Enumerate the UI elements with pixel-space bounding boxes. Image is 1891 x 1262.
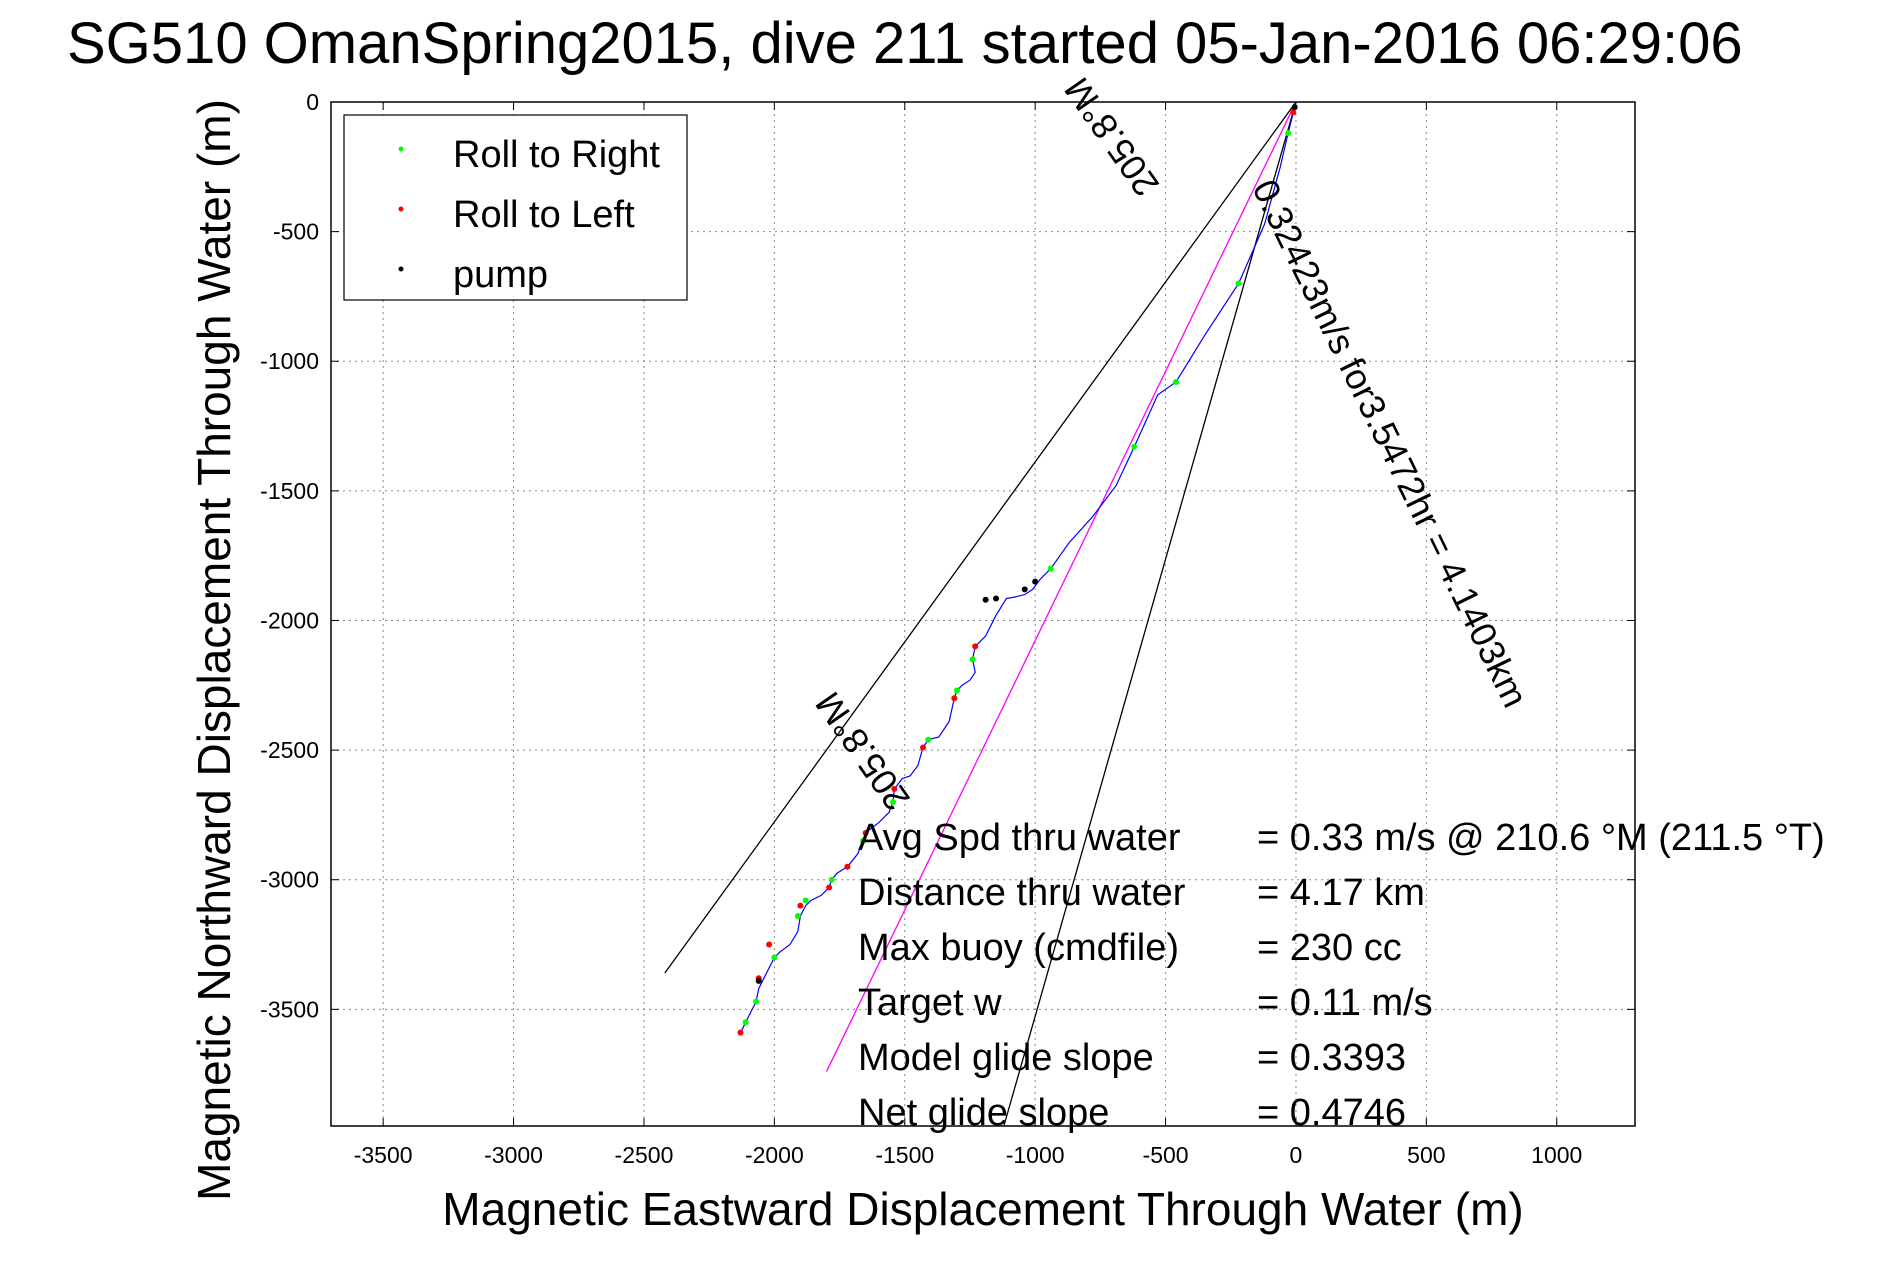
stat-label: Avg Spd thru water bbox=[858, 817, 1181, 859]
cone-left-line bbox=[664, 101, 1297, 974]
pump-point bbox=[982, 596, 989, 603]
legend-marker bbox=[398, 146, 404, 152]
roll-to-right-point bbox=[1285, 130, 1292, 137]
y-tick-label: -2000 bbox=[260, 607, 319, 633]
roll-to-left-point bbox=[797, 902, 804, 909]
legend-marker bbox=[398, 266, 404, 272]
y-tick-label: -3500 bbox=[260, 996, 319, 1022]
roll-to-right-point bbox=[802, 897, 809, 904]
legend-label: Roll to Left bbox=[453, 194, 635, 236]
stat-value: = 0.11 m/s bbox=[1257, 982, 1433, 1024]
grid-lines bbox=[331, 101, 1635, 1126]
roll-to-right-point bbox=[1172, 378, 1179, 385]
x-tick-label: 500 bbox=[1407, 1142, 1445, 1168]
legend-label: Roll to Right bbox=[453, 134, 660, 176]
rotated-annotation: 0.32423m/s for3.5472hr = 4.1403km bbox=[1244, 173, 1536, 714]
y-axis-label: Magnetic Northward Displacement Through … bbox=[188, 99, 240, 1201]
y-tick-label: -3000 bbox=[260, 867, 319, 893]
roll-to-right-point bbox=[925, 736, 932, 743]
roll-to-right-point bbox=[742, 1019, 749, 1026]
roll-to-right-point bbox=[753, 998, 760, 1005]
x-tick-label: -2000 bbox=[745, 1142, 804, 1168]
x-tick-label: -3500 bbox=[354, 1142, 413, 1168]
legend: Roll to Right Roll to Left pump bbox=[343, 114, 688, 301]
chart-title: SG510 OmanSpring2015, dive 211 started 0… bbox=[67, 11, 1743, 76]
rotated-annotation: 205.8°M bbox=[1056, 70, 1167, 204]
roll-to-right-point bbox=[1235, 280, 1242, 287]
pump-point bbox=[1291, 104, 1298, 111]
roll-to-left-point bbox=[826, 884, 833, 891]
roll-to-left-point bbox=[862, 830, 869, 837]
stat-value: = 230 cc bbox=[1257, 927, 1402, 969]
roll-to-right-point bbox=[890, 798, 897, 805]
cone-right-line bbox=[1003, 101, 1297, 1127]
y-tick-label: -1500 bbox=[260, 478, 319, 504]
reference-lines bbox=[664, 101, 1297, 1127]
y-axis: 0 -500 -1000 -1500 -2000 -2500 -3000 -3500 bbox=[260, 89, 1635, 1022]
pump-point bbox=[1032, 578, 1039, 585]
pump-point bbox=[1021, 586, 1028, 593]
x-tick-label: -1500 bbox=[875, 1142, 934, 1168]
y-tick-label: -2500 bbox=[260, 737, 319, 763]
roll-to-right-point bbox=[953, 687, 960, 694]
x-tick-label: -500 bbox=[1143, 1142, 1189, 1168]
stat-label: Net glide slope bbox=[858, 1092, 1109, 1134]
stat-value: = 0.33 m/s @ 210.6 °M (211.5 °T) bbox=[1257, 817, 1825, 859]
stat-value: = 0.3393 bbox=[1257, 1037, 1406, 1079]
heading-line bbox=[825, 101, 1297, 1072]
roll-to-left-point bbox=[844, 863, 851, 870]
x-axis: -3500 -3000 -2500 -2000 -1500 -1000 -500 0 500 10… bbox=[354, 102, 1582, 1168]
x-tick-label: -2500 bbox=[615, 1142, 674, 1168]
roll-to-right-point bbox=[1047, 565, 1054, 572]
roll-to-left-point bbox=[1290, 109, 1297, 116]
y-tick-label: 0 bbox=[306, 89, 319, 115]
x-axis-label: Magnetic Eastward Displacement Through W… bbox=[442, 1183, 1523, 1235]
roll-to-right-point bbox=[1131, 443, 1138, 450]
legend-marker bbox=[398, 206, 404, 212]
x-tick-label: -1000 bbox=[1006, 1142, 1065, 1168]
roll-to-left-point bbox=[737, 1029, 744, 1036]
stat-value: = 4.17 km bbox=[1257, 872, 1425, 914]
y-tick-label: -500 bbox=[273, 219, 319, 245]
roll-to-left-point bbox=[972, 643, 979, 650]
roll-to-left-point bbox=[891, 785, 898, 792]
pump-point bbox=[993, 595, 1000, 602]
roll-to-right-point bbox=[828, 876, 835, 883]
x-tick-label: 0 bbox=[1290, 1142, 1303, 1168]
stat-label: Max buoy (cmdfile) bbox=[858, 927, 1179, 969]
legend-label: pump bbox=[453, 254, 548, 296]
stat-label: Model glide slope bbox=[858, 1037, 1154, 1079]
stat-label: Distance thru water bbox=[858, 872, 1186, 914]
marker-series bbox=[737, 104, 1298, 1036]
rotated-annotation: 205.8°M bbox=[807, 685, 918, 819]
stat-value: = 0.4746 bbox=[1257, 1092, 1406, 1134]
x-tick-label: -3000 bbox=[484, 1142, 543, 1168]
roll-to-right-point bbox=[860, 837, 867, 844]
roll-to-right-point bbox=[969, 656, 976, 663]
dive-statistics: Avg Spd thru water = 0.33 m/s @ 210.6 °M … bbox=[858, 817, 1825, 1134]
stat-label: Target w bbox=[858, 982, 1002, 1024]
roll-to-left-point bbox=[951, 695, 958, 702]
plot-frame bbox=[330, 101, 1636, 1127]
x-tick-label: 1000 bbox=[1531, 1142, 1582, 1168]
roll-to-right-point bbox=[771, 954, 778, 961]
roll-to-right-point bbox=[794, 913, 801, 920]
roll-to-left-point bbox=[766, 941, 773, 948]
y-tick-label: -1000 bbox=[260, 348, 319, 374]
roll-to-left-point bbox=[920, 744, 927, 751]
pump-point bbox=[755, 977, 762, 984]
